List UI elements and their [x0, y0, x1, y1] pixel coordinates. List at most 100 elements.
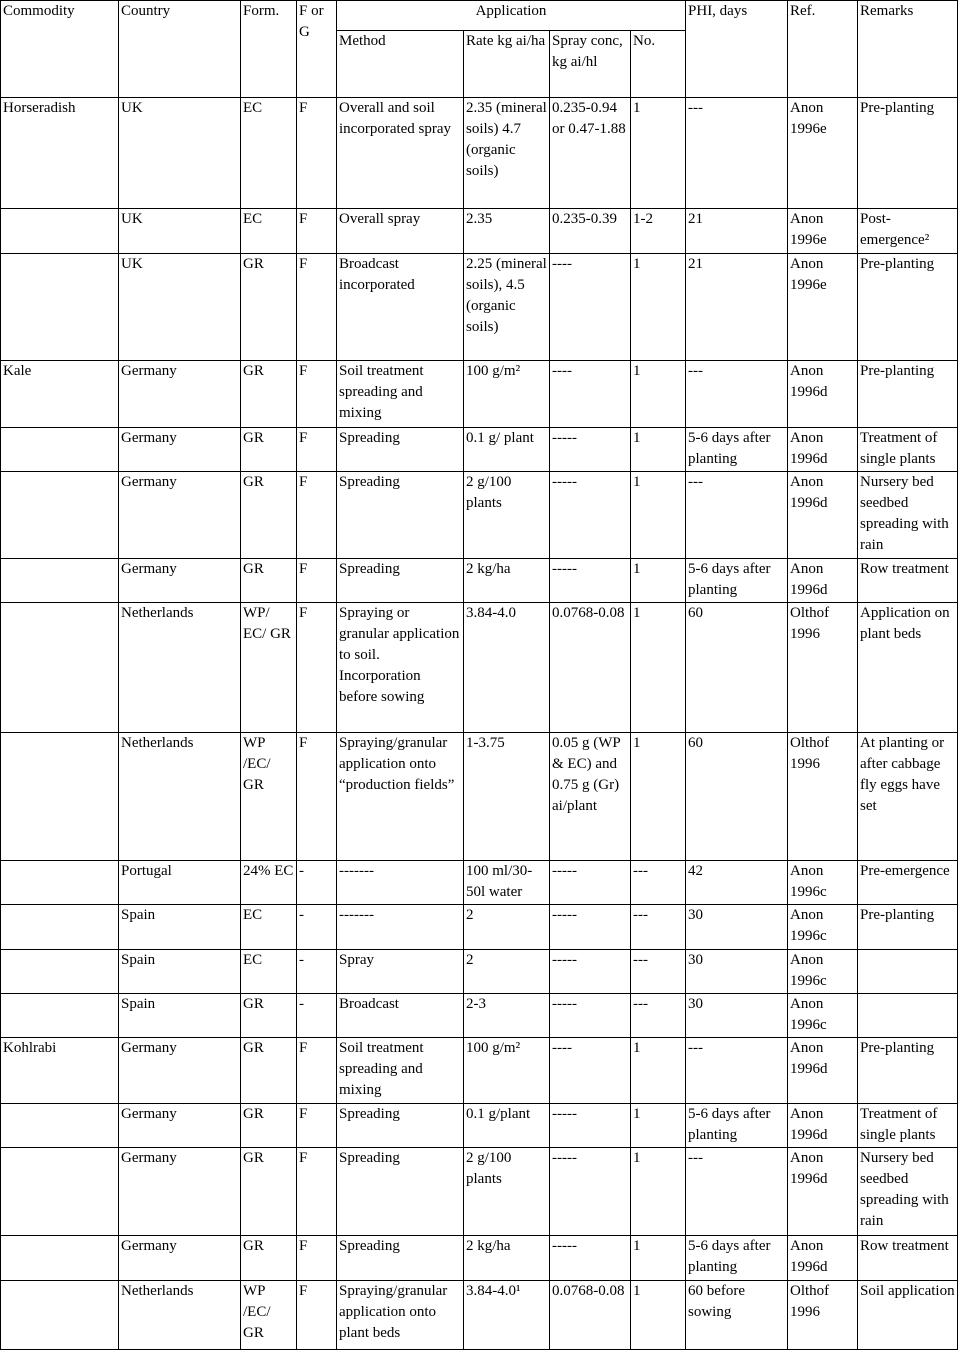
table-cell — [857, 949, 959, 994]
table-cell: Anon 1996c — [787, 904, 859, 950]
table-cell: 1 — [629, 360, 687, 428]
table-cell: GR — [240, 1147, 297, 1236]
table-row: Netherlands WP /EC/ GR F Spraying/granular … — [0, 1280, 959, 1350]
table-cell: Row treatment — [857, 558, 959, 603]
table-cell: 42 — [685, 860, 789, 905]
table-cell: 0.1 g/plant — [463, 1103, 550, 1148]
table-cell: Anon 1996c — [787, 860, 859, 905]
header-cell: No. — [629, 30, 687, 98]
table-cell: Olthof 1996 — [787, 1280, 859, 1350]
table-cell: 100 ml/30-50l water — [463, 860, 550, 905]
table-cell — [0, 1103, 119, 1148]
table-row: Germany GR F Spreading 2 kg/ha ----- 1 5-6 days… — [0, 558, 959, 603]
table-row: UK GR F Broadcast incorporated 2.25 (mineral… — [0, 253, 959, 361]
table-cell: Soil treatment spreading and mixing — [336, 360, 464, 428]
table-cell: 0.0768-0.08 — [549, 602, 631, 733]
table-cell: ------- — [336, 860, 464, 905]
table-cell: Anon 1996d — [787, 427, 859, 472]
table-cell: GR — [240, 253, 297, 361]
table-cell: 1 — [629, 97, 687, 209]
table-cell: F — [296, 253, 337, 361]
table-cell: 1 — [629, 1037, 687, 1104]
table-cell: 5-6 days after planting — [685, 558, 789, 603]
table-cell: Olthof 1996 — [787, 602, 859, 733]
table-cell: F — [296, 1235, 337, 1281]
table-cell: --- — [629, 993, 687, 1038]
table-cell: ----- — [549, 558, 631, 603]
header-cell: Form. — [240, 0, 297, 98]
table-cell: 2 — [463, 904, 550, 950]
table-row: Spain EC - ------- 2 ----- --- 30 Anon 1996c Pre-… — [0, 904, 959, 950]
table-cell: Anon 1996d — [787, 1147, 859, 1236]
table-cell: Anon 1996d — [787, 1235, 859, 1281]
table-cell: Horseradish — [0, 97, 119, 209]
table-cell — [0, 471, 119, 559]
table-cell — [0, 253, 119, 361]
table-cell: 3.84-4.0 — [463, 602, 550, 733]
table-row: Portugal 24% EC - ------- 100 ml/30-50l wate… — [0, 860, 959, 905]
table-cell: Pre-emergence — [857, 860, 959, 905]
table-cell: 2 g/100 plants — [463, 471, 550, 559]
table-cell: Germany — [118, 360, 241, 428]
table-cell: 0.0768-0.08 — [549, 1280, 631, 1350]
table-cell: ----- — [549, 427, 631, 472]
table-cell: At planting or after cabbage fly eggs ha… — [857, 732, 959, 861]
table-cell: Netherlands — [118, 732, 241, 861]
table-cell — [857, 993, 959, 1038]
table-cell — [0, 993, 119, 1038]
table-cell: ----- — [549, 949, 631, 994]
table-cell: Kale — [0, 360, 119, 428]
table-cell: 1 — [629, 1147, 687, 1236]
table-cell: - — [296, 993, 337, 1038]
table-cell: Broadcast incorporated — [336, 253, 464, 361]
table-cell: Netherlands — [118, 602, 241, 733]
table-cell: 2 kg/ha — [463, 558, 550, 603]
table-cell: 60 — [685, 732, 789, 861]
table-cell: F — [296, 1280, 337, 1350]
table-cell: Treatment of single plants — [857, 427, 959, 472]
table-cell: 24% EC — [240, 860, 297, 905]
table-cell: --- — [629, 904, 687, 950]
header-cell: Country — [118, 0, 241, 98]
table-row: Spain GR - Broadcast 2-3 ----- --- 30 Anon 1996c — [0, 993, 959, 1038]
table-cell — [0, 860, 119, 905]
header-cell: PHI, days — [685, 0, 789, 98]
table-body: Horseradish UK EC F Overall and soil incorpo… — [0, 97, 959, 1350]
table-row: Germany GR F Spreading 0.1 g/ plant ----- 1 5-6… — [0, 427, 959, 472]
table-cell: --- — [685, 1037, 789, 1104]
table-cell: 1 — [629, 602, 687, 733]
table-cell: 1-2 — [629, 208, 687, 254]
table-cell: GR — [240, 471, 297, 559]
table-row: Kale Germany GR F Soil treatment spreading a… — [0, 360, 959, 428]
table-cell — [0, 949, 119, 994]
table-cell: ----- — [549, 993, 631, 1038]
table-cell: --- — [685, 360, 789, 428]
table-cell: Anon 1996c — [787, 993, 859, 1038]
table-cell: Overall spray — [336, 208, 464, 254]
table-cell: F — [296, 602, 337, 733]
table-cell: F — [296, 1147, 337, 1236]
table-row: Kohlrabi Germany GR F Soil treatment spreadi… — [0, 1037, 959, 1104]
table-cell: 2.35 — [463, 208, 550, 254]
table-cell: 30 — [685, 949, 789, 994]
table-cell — [0, 558, 119, 603]
table-cell: WP/ EC/ GR — [240, 602, 297, 733]
table-cell: Spraying/granular application onto “prod… — [336, 732, 464, 861]
table-cell: Spreading — [336, 558, 464, 603]
table-cell: Spreading — [336, 1147, 464, 1236]
table-cell: Spraying/granular application onto plant… — [336, 1280, 464, 1350]
table-cell: 5-6 days after planting — [685, 1235, 789, 1281]
header-cell: Commodity — [0, 0, 119, 98]
table-cell: WP /EC/ GR — [240, 732, 297, 861]
table-cell: 2.25 (mineral soils), 4.5 (organic soils… — [463, 253, 550, 361]
table-cell: Spray — [336, 949, 464, 994]
table-cell: EC — [240, 904, 297, 950]
table-cell: 1 — [629, 1235, 687, 1281]
table-cell: Spreading — [336, 427, 464, 472]
table-cell: GR — [240, 427, 297, 472]
table-cell: Anon 1996d — [787, 1103, 859, 1148]
table-cell: Application on plant beds — [857, 602, 959, 733]
table-cell: 5-6 days after planting — [685, 427, 789, 472]
table-cell: F — [296, 208, 337, 254]
